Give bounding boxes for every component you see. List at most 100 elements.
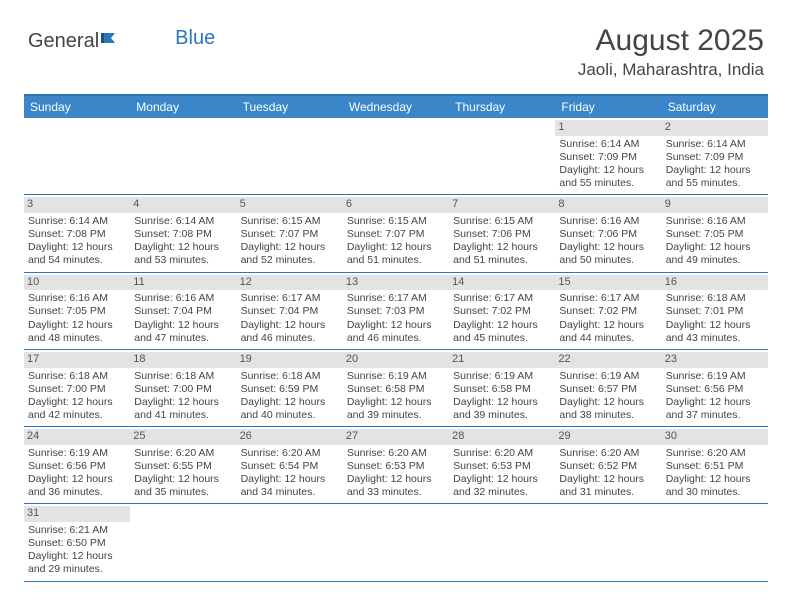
info-day1: Daylight: 12 hours xyxy=(559,164,657,177)
day-cell: 27Sunrise: 6:20 AMSunset: 6:53 PMDayligh… xyxy=(343,427,449,503)
day-cell: 13Sunrise: 6:17 AMSunset: 7:03 PMDayligh… xyxy=(343,273,449,349)
day-header-row: SundayMondayTuesdayWednesdayThursdayFrid… xyxy=(24,96,768,118)
info-day1: Daylight: 12 hours xyxy=(559,396,657,409)
info-sunset: Sunset: 7:05 PM xyxy=(28,305,126,318)
info-day1: Daylight: 12 hours xyxy=(347,473,445,486)
day-number: 29 xyxy=(555,429,661,445)
info-day2: and 37 minutes. xyxy=(666,409,764,422)
info-day1: Daylight: 12 hours xyxy=(453,319,551,332)
info-sunrise: Sunrise: 6:18 AM xyxy=(666,292,764,305)
info-day2: and 38 minutes. xyxy=(559,409,657,422)
info-day1: Daylight: 12 hours xyxy=(28,473,126,486)
day-number: 3 xyxy=(24,197,130,213)
info-sunrise: Sunrise: 6:21 AM xyxy=(28,524,126,537)
info-day2: and 53 minutes. xyxy=(134,254,232,267)
info-day2: and 48 minutes. xyxy=(28,332,126,345)
day-number: 30 xyxy=(662,429,768,445)
info-day2: and 42 minutes. xyxy=(28,409,126,422)
info-sunset: Sunset: 7:09 PM xyxy=(559,151,657,164)
empty-cell xyxy=(449,118,555,194)
info-day2: and 46 minutes. xyxy=(347,332,445,345)
info-sunset: Sunset: 7:06 PM xyxy=(559,228,657,241)
info-day1: Daylight: 12 hours xyxy=(666,473,764,486)
empty-cell xyxy=(343,118,449,194)
day-header-cell: Thursday xyxy=(449,96,555,118)
info-day2: and 45 minutes. xyxy=(453,332,551,345)
day-number: 15 xyxy=(555,275,661,291)
info-day2: and 34 minutes. xyxy=(241,486,339,499)
week-row: 3Sunrise: 6:14 AMSunset: 7:08 PMDaylight… xyxy=(24,195,768,272)
info-day2: and 49 minutes. xyxy=(666,254,764,267)
day-number: 31 xyxy=(24,506,130,522)
logo: General Blue xyxy=(28,24,215,53)
day-cell: 31Sunrise: 6:21 AMSunset: 6:50 PMDayligh… xyxy=(24,504,130,580)
day-header-cell: Monday xyxy=(130,96,236,118)
day-number: 21 xyxy=(449,352,555,368)
info-sunset: Sunset: 7:03 PM xyxy=(347,305,445,318)
info-sunrise: Sunrise: 6:19 AM xyxy=(666,370,764,383)
info-sunset: Sunset: 6:56 PM xyxy=(666,383,764,396)
day-number: 4 xyxy=(130,197,236,213)
info-day2: and 51 minutes. xyxy=(347,254,445,267)
info-day2: and 54 minutes. xyxy=(28,254,126,267)
day-number: 24 xyxy=(24,429,130,445)
info-sunset: Sunset: 6:52 PM xyxy=(559,460,657,473)
info-sunrise: Sunrise: 6:18 AM xyxy=(241,370,339,383)
day-number: 20 xyxy=(343,352,449,368)
empty-cell xyxy=(237,118,343,194)
info-sunrise: Sunrise: 6:19 AM xyxy=(347,370,445,383)
info-day1: Daylight: 12 hours xyxy=(347,319,445,332)
day-header-cell: Tuesday xyxy=(237,96,343,118)
info-sunset: Sunset: 7:09 PM xyxy=(666,151,764,164)
info-sunrise: Sunrise: 6:20 AM xyxy=(666,447,764,460)
info-day2: and 50 minutes. xyxy=(559,254,657,267)
empty-cell xyxy=(662,504,768,580)
info-sunrise: Sunrise: 6:20 AM xyxy=(453,447,551,460)
info-day2: and 52 minutes. xyxy=(241,254,339,267)
info-sunset: Sunset: 7:05 PM xyxy=(666,228,764,241)
info-sunset: Sunset: 6:53 PM xyxy=(453,460,551,473)
info-sunset: Sunset: 6:57 PM xyxy=(559,383,657,396)
day-cell: 21Sunrise: 6:19 AMSunset: 6:58 PMDayligh… xyxy=(449,350,555,426)
info-sunset: Sunset: 6:53 PM xyxy=(347,460,445,473)
day-cell: 7Sunrise: 6:15 AMSunset: 7:06 PMDaylight… xyxy=(449,195,555,271)
info-day1: Daylight: 12 hours xyxy=(666,164,764,177)
day-cell: 9Sunrise: 6:16 AMSunset: 7:05 PMDaylight… xyxy=(662,195,768,271)
day-header-cell: Friday xyxy=(555,96,661,118)
empty-cell xyxy=(449,504,555,580)
info-sunset: Sunset: 7:07 PM xyxy=(241,228,339,241)
day-number: 10 xyxy=(24,275,130,291)
day-number: 6 xyxy=(343,197,449,213)
logo-flag-icon xyxy=(101,30,123,53)
info-day1: Daylight: 12 hours xyxy=(559,241,657,254)
info-day1: Daylight: 12 hours xyxy=(134,473,232,486)
day-number: 7 xyxy=(449,197,555,213)
info-sunset: Sunset: 7:06 PM xyxy=(453,228,551,241)
info-sunrise: Sunrise: 6:17 AM xyxy=(453,292,551,305)
day-number: 19 xyxy=(237,352,343,368)
day-number: 16 xyxy=(662,275,768,291)
info-day2: and 46 minutes. xyxy=(241,332,339,345)
info-day2: and 40 minutes. xyxy=(241,409,339,422)
info-day2: and 39 minutes. xyxy=(453,409,551,422)
info-day1: Daylight: 12 hours xyxy=(28,241,126,254)
info-day2: and 31 minutes. xyxy=(559,486,657,499)
info-day1: Daylight: 12 hours xyxy=(666,396,764,409)
info-sunrise: Sunrise: 6:17 AM xyxy=(347,292,445,305)
info-sunset: Sunset: 6:55 PM xyxy=(134,460,232,473)
info-day2: and 43 minutes. xyxy=(666,332,764,345)
month-title: August 2025 xyxy=(578,24,764,58)
day-cell: 14Sunrise: 6:17 AMSunset: 7:02 PMDayligh… xyxy=(449,273,555,349)
info-sunrise: Sunrise: 6:14 AM xyxy=(666,138,764,151)
info-day1: Daylight: 12 hours xyxy=(241,396,339,409)
info-day2: and 39 minutes. xyxy=(347,409,445,422)
info-sunset: Sunset: 6:58 PM xyxy=(453,383,551,396)
day-cell: 25Sunrise: 6:20 AMSunset: 6:55 PMDayligh… xyxy=(130,427,236,503)
info-day2: and 32 minutes. xyxy=(453,486,551,499)
info-sunrise: Sunrise: 6:14 AM xyxy=(134,215,232,228)
day-cell: 29Sunrise: 6:20 AMSunset: 6:52 PMDayligh… xyxy=(555,427,661,503)
day-number: 22 xyxy=(555,352,661,368)
empty-cell xyxy=(237,504,343,580)
day-number: 5 xyxy=(237,197,343,213)
info-sunrise: Sunrise: 6:20 AM xyxy=(559,447,657,460)
